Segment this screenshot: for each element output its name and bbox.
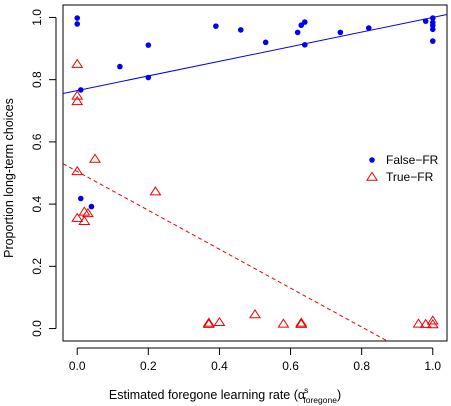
data-point [249, 309, 261, 319]
plot-frame [62, 4, 448, 342]
data-point [71, 90, 84, 100]
x-tick-label: 0.0 [69, 359, 86, 373]
data-point [429, 38, 436, 44]
x-tick-label: 0.4 [211, 359, 228, 373]
data-point [145, 74, 152, 81]
data-point [149, 186, 162, 196]
y-tick-label: 0.6 [30, 133, 44, 150]
data-point [337, 29, 344, 36]
x-axis-title-suffix: ) [337, 388, 341, 402]
data-point [277, 318, 290, 328]
data-point [202, 318, 215, 328]
x-axis-title-symbol: α [298, 388, 305, 402]
y-tick-label: 0.8 [30, 71, 44, 88]
x-tick-label: 0.8 [353, 359, 370, 373]
data-points [71, 15, 439, 329]
y-tick-label: 1.0 [30, 9, 44, 26]
data-point [213, 316, 226, 327]
data-point [88, 203, 95, 210]
data-point [71, 165, 84, 176]
legend-label: False−FR [386, 153, 439, 167]
data-point [145, 42, 152, 48]
data-point [295, 317, 308, 327]
data-point [429, 26, 436, 33]
fit-line [63, 163, 389, 341]
y-tick-label: 0.0 [30, 320, 44, 337]
data-point [213, 23, 219, 29]
x-axis-title-prefix: Estimated foregone learning rate ( [109, 388, 299, 402]
axes: 0.0 0.2 0.4 0.6 0.8 1.0 0.0 0.2 0.4 0.6 0.8 1.0 [30, 4, 448, 373]
data-point [78, 215, 91, 225]
data-point [301, 19, 308, 25]
fit-lines [63, 14, 447, 341]
data-point [426, 315, 439, 325]
data-point [81, 207, 94, 218]
data-point [77, 87, 84, 93]
data-point [74, 21, 81, 27]
data-point [74, 15, 81, 21]
data-point [77, 195, 84, 202]
data-point [295, 318, 308, 328]
x-tick-label: 0.6 [282, 359, 299, 373]
data-point [426, 318, 439, 329]
data-point [202, 317, 215, 327]
data-point [237, 27, 244, 33]
y-tick-label: 0.2 [30, 258, 44, 275]
x-axis-title: Estimated foregone learning rate (αs fore… [109, 385, 341, 405]
x-axis-title-superscript: s [304, 385, 308, 395]
data-point [71, 95, 84, 106]
data-point [71, 58, 84, 68]
data-point [365, 25, 372, 31]
x-axis-title-subscript: foregone [303, 395, 337, 405]
x-tick-label: 0.2 [140, 359, 157, 373]
data-point [412, 318, 425, 328]
y-axis-title: Proportion long-term choices [2, 98, 16, 258]
legend-marker [366, 171, 378, 181]
data-point [429, 22, 436, 29]
data-point [117, 63, 123, 70]
data-point [262, 39, 269, 46]
y-tick-label: 0.4 [30, 195, 44, 212]
legend: False−FR True−FR [366, 153, 439, 184]
data-point [71, 212, 84, 222]
data-point [422, 18, 429, 24]
legend-marker [369, 157, 375, 163]
series-points [74, 15, 436, 210]
fit-line [63, 14, 447, 94]
data-point [301, 42, 308, 48]
series-points [71, 58, 439, 329]
data-point [89, 153, 101, 163]
legend-label: True−FR [386, 170, 434, 184]
x-tick-label: 1.0 [424, 359, 441, 373]
data-point [429, 15, 436, 21]
data-point [294, 29, 301, 36]
